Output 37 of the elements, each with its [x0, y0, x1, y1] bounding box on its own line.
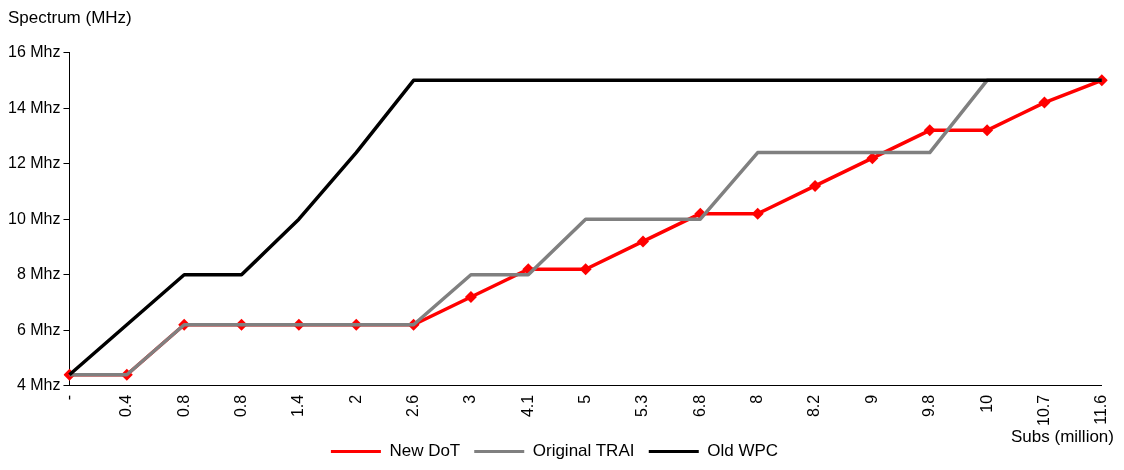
x-tick-label: 9.8 [920, 394, 938, 418]
x-tick-label: 0.8 [231, 394, 249, 418]
x-tick-label: 5.3 [633, 394, 651, 418]
y-tick-label: 10 Mhz [8, 209, 61, 227]
y-tick-label: 6 Mhz [16, 320, 61, 338]
x-tick-label: 5 [576, 394, 594, 404]
x-tick-label: 1.4 [289, 394, 307, 418]
y-tick-label: 12 Mhz [8, 154, 61, 172]
point [809, 179, 822, 192]
x-tick-label: 8.2 [805, 394, 823, 418]
legend-label: Old WPC [707, 441, 779, 461]
y-tick-label: 8 Mhz [16, 265, 61, 283]
x-tick-label: 8 [748, 394, 766, 404]
y-tick-label: 14 Mhz [8, 98, 61, 116]
x-tick-label: 10.7 [1034, 394, 1052, 426]
point [923, 124, 936, 137]
x-tick-label: 0.8 [174, 394, 192, 418]
point [1038, 96, 1051, 109]
x-tick-label: 11.6 [1092, 394, 1110, 425]
x-tick-label: 3 [461, 394, 479, 404]
x-axis-title: Subs (million) [1011, 427, 1114, 447]
point [636, 235, 649, 248]
x-tick-label: 4.1 [518, 394, 536, 418]
point [981, 124, 994, 137]
legend-label: Original TRAI [532, 441, 635, 461]
x-tick-label: 0.4 [117, 394, 135, 418]
x-tick-label: 2 [346, 394, 364, 404]
x-tick-label: 10 [977, 394, 995, 413]
x-tick-label: - [59, 394, 77, 401]
x-tick-label: 2.6 [403, 394, 421, 418]
point [464, 290, 477, 303]
y-tick-label: 16 Mhz [8, 43, 61, 61]
y-tick-label: 4 Mhz [16, 376, 61, 394]
y-axis-title: Spectrum (MHz) [8, 8, 132, 28]
x-tick-label: 6.8 [690, 394, 708, 418]
legend-label: New DoT [389, 441, 461, 461]
x-tick-label: 9 [862, 394, 880, 404]
